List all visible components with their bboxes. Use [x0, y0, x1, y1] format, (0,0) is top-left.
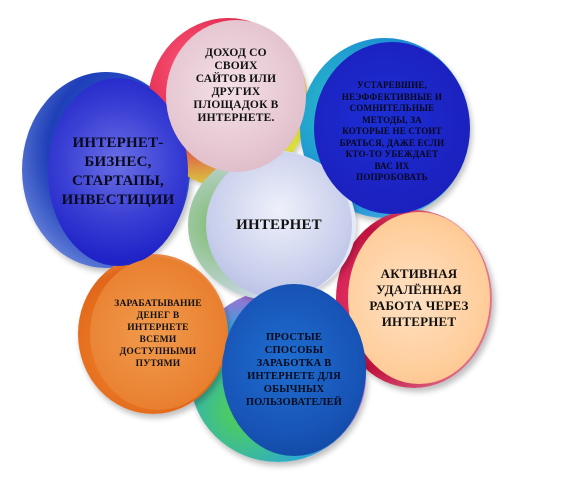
all-ways-label: ЗАРАБАТЫВАНИЕ ДЕНЕГ В ИНТЕРНЕТЕ ВСЕМИ ДО… — [114, 299, 202, 369]
simple-ways-label: ПРОСТЫЕ СПОСОБЫ ЗАРАБОТКА В ИНТЕРНЕТЕ ДЛ… — [245, 332, 343, 408]
outdated-label: УСТАРЕВШИЕ, НЕЭФФЕКТИВНЫЕ И СОМНИТЕЛЬНЫЕ… — [339, 80, 445, 183]
center-label: ИНТЕРНЕТ — [236, 216, 322, 233]
business-label: ИНТЕРНЕТ-БИЗНЕС, СТАРТАПЫ, ИНВЕСТИЦИИ — [61, 135, 175, 208]
own-sites-label: ДОХОД СО СВОИХ САЙТОВ ИЛИ ДРУГИХ ПЛОЩАДО… — [193, 47, 279, 124]
remote-work-node: АКТИВНАЯ УДАЛЁННАЯ РАБОТА ЧЕРЕЗ ИНТЕРНЕТ — [348, 212, 490, 384]
own-sites-node: ДОХОД СО СВОИХ САЙТОВ ИЛИ ДРУГИХ ПЛОЩАДО… — [166, 20, 306, 172]
simple-ways-node: ПРОСТЫЕ СПОСОБЫ ЗАРАБОТКА В ИНТЕРНЕТЕ ДЛ… — [222, 284, 366, 456]
remote-work-label: АКТИВНАЯ УДАЛЁННАЯ РАБОТА ЧЕРЕЗ ИНТЕРНЕТ — [369, 266, 469, 329]
outdated-node: УСТАРЕВШИЕ, НЕЭФФЕКТИВНЫЕ И СОМНИТЕЛЬНЫЕ… — [314, 42, 470, 214]
all-ways-node: ЗАРАБАТЫВАНИЕ ДЕНЕГ В ИНТЕРНЕТЕ ВСЕМИ ДО… — [90, 258, 226, 410]
business-node: ИНТЕРНЕТ-БИЗНЕС, СТАРТАПЫ, ИНВЕСТИЦИИ — [48, 78, 188, 266]
